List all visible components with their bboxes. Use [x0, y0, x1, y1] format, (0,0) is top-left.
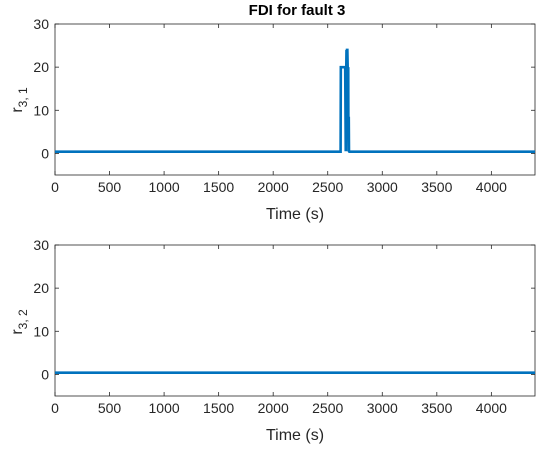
y-ticks: 0 10 20 30	[33, 237, 535, 382]
subplot-2: 0 10 20 30 0 500 1000 1500 2000 2500 3000 3500 4000…	[9, 237, 536, 444]
x-tick-label: 1000	[149, 400, 180, 416]
chart-title: FDI for fault 3	[249, 2, 346, 19]
x-tick-label: 1500	[203, 179, 234, 195]
x-tick-label: 2000	[258, 400, 289, 416]
x-ticks: 0 500 1000 1500 2000 2500 3000 3500 4000	[51, 24, 507, 195]
y-label-base: r	[9, 329, 26, 335]
x-tick-label: 500	[98, 179, 122, 195]
x-axis-label: Time (s)	[266, 206, 324, 223]
x-tick-label: 3500	[421, 400, 452, 416]
y-label-sub: 3, 2	[16, 309, 30, 329]
series-layer	[55, 48, 535, 153]
y-tick-label: 30	[33, 16, 49, 32]
y-tick-label: 0	[41, 145, 49, 161]
y-label-base: r	[9, 107, 26, 113]
x-tick-label: 1000	[149, 179, 180, 195]
subplot-1: FDI for fault 3 0 10 20 30 0 500 1000 1500 2000…	[9, 2, 536, 223]
x-tick-label: 3000	[367, 179, 398, 195]
x-tick-label: 1500	[203, 400, 234, 416]
x-tick-label: 0	[51, 179, 59, 195]
x-tick-label: 3000	[367, 400, 398, 416]
x-tick-label: 3500	[421, 179, 452, 195]
y-label-sub: 3, 1	[16, 87, 30, 107]
y-tick-label: 30	[33, 237, 49, 253]
plot-area	[54, 244, 536, 397]
y-tick-label: 20	[33, 59, 49, 75]
y-axis-label: r3, 1	[9, 87, 30, 113]
x-ticks: 0 500 1000 1500 2000 2500 3000 3500 4000	[51, 245, 507, 416]
x-tick-label: 0	[51, 400, 59, 416]
y-tick-label: 10	[33, 323, 49, 339]
x-tick-label: 2500	[312, 400, 343, 416]
x-axis-label: Time (s)	[266, 427, 324, 444]
x-tick-label: 2500	[312, 179, 343, 195]
y-axis-label: r3, 2	[9, 309, 30, 335]
y-ticks: 0 10 20 30	[33, 16, 535, 161]
y-tick-label: 20	[33, 280, 49, 296]
x-tick-label: 500	[98, 400, 122, 416]
y-tick-label: 0	[41, 366, 49, 382]
x-tick-label: 4000	[476, 400, 507, 416]
x-tick-label: 2000	[258, 179, 289, 195]
x-tick-label: 4000	[476, 179, 507, 195]
series-line	[55, 48, 535, 153]
plot-area	[54, 23, 536, 176]
y-tick-label: 10	[33, 102, 49, 118]
